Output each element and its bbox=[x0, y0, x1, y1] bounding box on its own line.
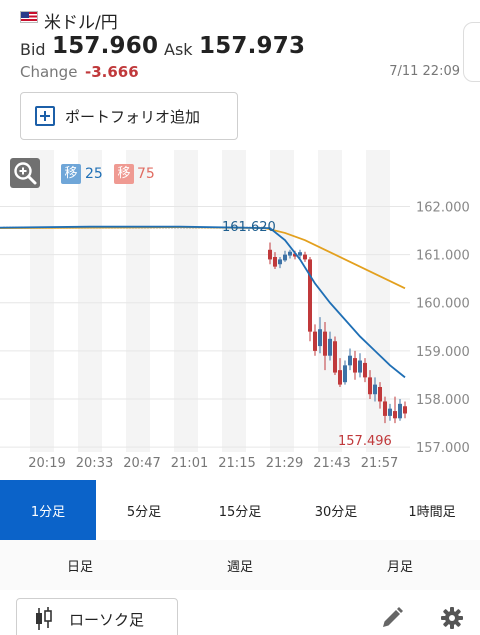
x-tick-label: 21:01 bbox=[171, 456, 208, 471]
tab-daily[interactable]: 日足 bbox=[66, 559, 93, 575]
candle-body bbox=[378, 387, 382, 402]
ma-long-badge[interactable]: 移 bbox=[114, 164, 134, 184]
candle-body bbox=[328, 338, 332, 356]
change-label: Change bbox=[20, 63, 78, 81]
ma-long-period: 75 bbox=[137, 166, 155, 182]
grid-band bbox=[126, 150, 150, 452]
ma-short-badge[interactable]: 移 bbox=[61, 164, 81, 184]
gear-icon[interactable] bbox=[441, 607, 463, 629]
y-tick-label: 158.000 bbox=[416, 393, 470, 408]
candle-body bbox=[333, 341, 337, 373]
price-chart[interactable]: 162.000 161.000 160.000 159.000 158.000 157.0… bbox=[0, 150, 480, 480]
timestamp: 7/11 22:09 bbox=[389, 64, 460, 79]
period-tabs: 日足 週足 月足 bbox=[0, 540, 480, 590]
zoom-in-icon[interactable] bbox=[10, 158, 40, 188]
ma-short-line bbox=[0, 225, 406, 379]
candle-body bbox=[348, 355, 352, 366]
candle-body bbox=[343, 365, 347, 383]
tab-15min[interactable]: 15分足 bbox=[218, 504, 262, 520]
x-tick-label: 20:19 bbox=[28, 456, 65, 471]
candle-body bbox=[313, 331, 317, 351]
tab-weekly[interactable]: 週足 bbox=[226, 559, 253, 575]
ask-label: Ask bbox=[164, 40, 193, 59]
bid-label: Bid bbox=[20, 40, 46, 59]
y-tick-label: 160.000 bbox=[416, 297, 470, 312]
side-panel-handle[interactable] bbox=[463, 22, 480, 82]
candle-body bbox=[373, 384, 377, 395]
grid-band bbox=[270, 150, 294, 452]
plus-square-icon bbox=[35, 106, 55, 126]
x-tick-label: 20:33 bbox=[76, 456, 113, 471]
tab-monthly[interactable]: 月足 bbox=[386, 559, 413, 575]
chart-type-button[interactable]: ローソク足 bbox=[16, 598, 178, 635]
tab-1hour[interactable]: 1時間足 bbox=[408, 504, 456, 520]
us-flag-icon bbox=[20, 11, 38, 23]
candle-body bbox=[393, 411, 397, 419]
y-tick-label: 161.000 bbox=[416, 249, 470, 264]
change-value: -3.666 bbox=[85, 63, 139, 81]
bottom-toolbar: ローソク足 bbox=[0, 590, 480, 635]
candle-body bbox=[363, 362, 367, 378]
candle-body bbox=[283, 254, 287, 261]
candle-body bbox=[383, 401, 387, 416]
grid-band bbox=[30, 150, 54, 452]
add-portfolio-label: ポートフォリオ追加 bbox=[65, 107, 201, 126]
y-tick-label: 159.000 bbox=[416, 345, 470, 360]
bid-price: 157.960 bbox=[52, 33, 159, 59]
low-annotation: 157.496 bbox=[338, 434, 392, 449]
candle-body bbox=[308, 259, 312, 332]
add-portfolio-button[interactable]: ポートフォリオ追加 bbox=[20, 92, 238, 140]
pencil-icon[interactable] bbox=[380, 606, 404, 630]
tab-30min[interactable]: 30分足 bbox=[314, 504, 358, 520]
tab-1min[interactable]: 1分足 bbox=[0, 480, 96, 540]
candle-body bbox=[358, 360, 362, 373]
candle-body bbox=[273, 257, 277, 267]
candle-body bbox=[303, 254, 307, 260]
x-tick-label: 21:15 bbox=[218, 456, 255, 471]
candlestick-icon bbox=[36, 607, 52, 630]
candle-body bbox=[398, 403, 402, 419]
y-tick-label: 162.000 bbox=[416, 200, 470, 215]
candle-body bbox=[388, 408, 392, 416]
candle-body bbox=[318, 329, 322, 347]
candle-body bbox=[298, 252, 302, 256]
x-tick-label: 21:57 bbox=[361, 456, 398, 471]
high-annotation: 161.620 bbox=[222, 220, 276, 235]
currency-pair-title: 米ドル/円 bbox=[44, 13, 118, 33]
x-tick-label: 21:43 bbox=[313, 456, 350, 471]
candle-body bbox=[403, 406, 407, 414]
candlestick-chart[interactable]: 162.000 161.000 160.000 159.000 158.000 157.0… bbox=[0, 150, 480, 480]
grid-band bbox=[318, 150, 342, 452]
grid-band bbox=[222, 150, 246, 452]
x-tick-label: 20:47 bbox=[123, 456, 160, 471]
quote-header: 米ドル/円 Bid 157.960 Ask 157.973 Change -3.… bbox=[0, 0, 480, 150]
candle-body bbox=[353, 358, 357, 373]
y-tick-label: 157.000 bbox=[416, 441, 470, 456]
candle-body bbox=[338, 370, 342, 385]
candle-body bbox=[293, 253, 297, 257]
grid-band bbox=[78, 150, 102, 452]
ma-short-period: 25 bbox=[85, 166, 103, 182]
tab-5min[interactable]: 5分足 bbox=[126, 504, 162, 520]
ask-price: 157.973 bbox=[199, 33, 306, 59]
candle-body bbox=[268, 249, 272, 260]
candle-body bbox=[368, 377, 372, 395]
candle-body bbox=[323, 331, 327, 356]
candle-body bbox=[278, 259, 282, 265]
ma-long-line bbox=[0, 226, 406, 290]
x-tick-label: 21:29 bbox=[266, 456, 303, 471]
timeframe-tabs: 1分足 5分足 15分足 30分足 1時間足 bbox=[0, 480, 480, 540]
chart-type-label: ローソク足 bbox=[69, 610, 145, 629]
candle-body bbox=[288, 251, 292, 256]
grid-band bbox=[174, 150, 198, 452]
